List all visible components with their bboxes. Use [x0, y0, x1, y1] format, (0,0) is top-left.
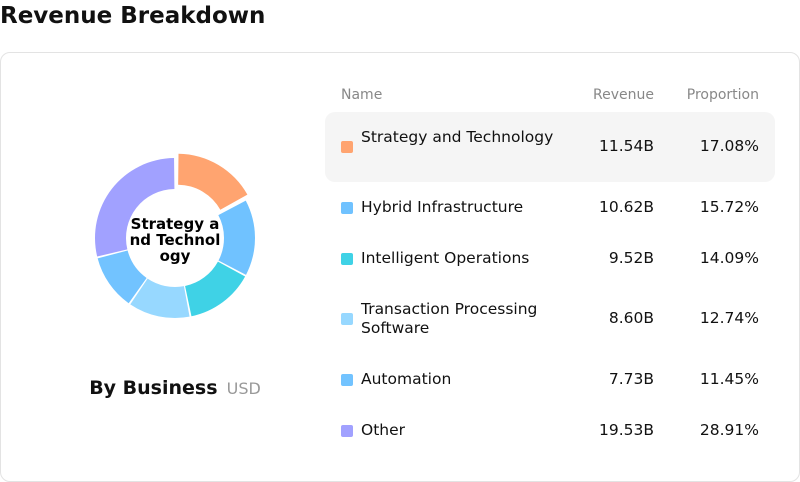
row-name: Other — [361, 420, 406, 439]
legend-swatch — [341, 141, 353, 153]
row-name: Strategy and Technology — [361, 128, 554, 146]
header-proportion: Proportion — [686, 87, 759, 103]
chart-title-main: By Business — [89, 377, 218, 399]
table-row[interactable]: Hybrid Infrastructure 10.62B 15.72% — [325, 182, 775, 233]
chart-title: By Business USD — [0, 377, 350, 399]
row-proportion: 12.74% — [699, 309, 759, 327]
table-row[interactable]: Intelligent Operations 9.52B 14.09% — [325, 233, 775, 284]
row-name: Automation — [361, 369, 452, 388]
table-body: Strategy and Technology 11.54B 17.08% Hybri… — [325, 112, 775, 456]
page-title: Revenue Breakdown — [0, 3, 266, 29]
donut-slice[interactable] — [218, 200, 255, 275]
legend-swatch — [341, 424, 353, 437]
legend-swatch — [341, 252, 353, 265]
row-revenue: 11.54B — [598, 137, 654, 155]
chart-title-unit: USD — [226, 379, 261, 398]
donut-slice[interactable] — [185, 261, 246, 317]
donut-slice[interactable] — [97, 250, 147, 304]
row-revenue: 9.52B — [608, 248, 654, 267]
row-proportion: 14.09% — [699, 248, 759, 267]
header-revenue: Revenue — [593, 87, 654, 103]
row-revenue: 10.62B — [598, 197, 654, 216]
row-revenue: 8.60B — [608, 309, 654, 327]
header-name: Name — [341, 87, 383, 103]
revenue-table: Name Revenue Proportion Strategy and Tec… — [325, 80, 775, 456]
row-revenue: 19.53B — [598, 420, 654, 439]
row-revenue: 7.73B — [608, 369, 654, 388]
row-proportion: 17.08% — [699, 137, 759, 155]
donut-slice[interactable] — [178, 153, 248, 210]
table-row[interactable]: Strategy and Technology 11.54B 17.08% — [325, 112, 775, 182]
row-proportion: 28.91% — [699, 420, 759, 439]
row-name: Hybrid Infrastructure — [361, 197, 524, 216]
donut-chart — [95, 153, 255, 318]
legend-swatch — [341, 373, 353, 386]
table-row[interactable]: Automation 7.73B 11.45% — [325, 354, 775, 405]
donut-slice[interactable] — [95, 158, 175, 257]
table-row[interactable]: Transaction Processing Software 8.60B 12.7… — [325, 284, 775, 354]
table-header: Name Revenue Proportion — [325, 80, 775, 112]
row-name: Intelligent Operations — [361, 248, 530, 267]
legend-swatch — [341, 313, 353, 325]
row-proportion: 11.45% — [699, 369, 759, 388]
row-proportion: 15.72% — [699, 197, 759, 216]
donut-center-label: Strategy and Technology — [129, 215, 221, 265]
table-row[interactable]: Other 19.53B 28.91% — [325, 405, 775, 456]
donut-slice[interactable] — [130, 278, 190, 318]
row-name: Transaction Processing Software — [361, 300, 538, 337]
legend-swatch — [341, 201, 353, 214]
